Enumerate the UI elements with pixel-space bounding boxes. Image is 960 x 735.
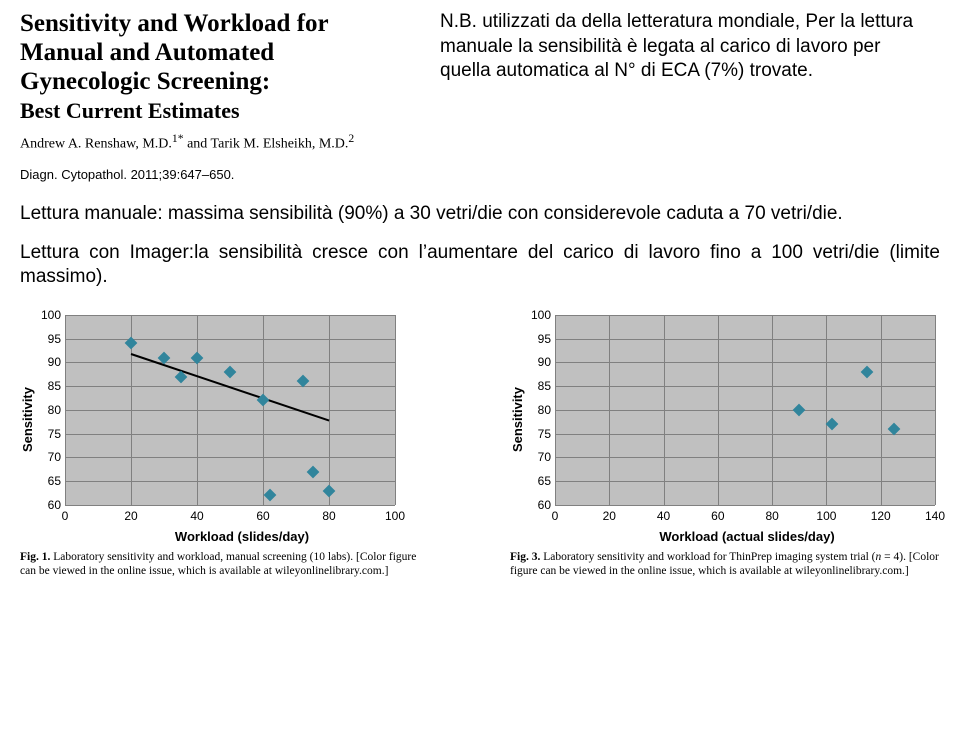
chart1: 6065707580859095100020406080100 [65, 315, 395, 505]
chart2-wrap: Sensitivity 6065707580859095100020406080… [510, 315, 940, 579]
nb-text: N.B. utilizzati da della letteratura mon… [440, 10, 930, 84]
citation: Diagn. Cytopathol. 2011;39:647–650. [20, 167, 410, 182]
chart1-ylabel: Sensitivity [20, 387, 35, 452]
authors: Andrew A. Renshaw, M.D.1* and Tarik M. E… [20, 132, 410, 153]
chart1-xlabel: Workload (slides/day) [64, 529, 420, 544]
title-sub: Best Current Estimates [20, 98, 410, 124]
title-line1: Sensitivity and Workload for [20, 10, 329, 37]
body-p2: Lettura con Imager:la sensibilità cresce… [20, 241, 940, 290]
chart1-wrap: Sensitivity 6065707580859095100020406080… [20, 315, 420, 579]
chart2-ylabel: Sensitivity [510, 387, 525, 452]
title-line2: Manual and Automated [20, 39, 274, 66]
chart2: 6065707580859095100020406080100120140 [555, 315, 935, 505]
chart2-caption: Fig. 3. Laboratory sensitivity and workl… [510, 550, 940, 579]
chart1-caption: Fig. 1. Laboratory sensitivity and workl… [20, 550, 420, 579]
body-p1: Lettura manuale: massima sensibilità (90… [20, 202, 940, 227]
title-line3: Gynecologic Screening: [20, 68, 270, 95]
chart2-xlabel: Workload (actual slides/day) [554, 529, 940, 544]
